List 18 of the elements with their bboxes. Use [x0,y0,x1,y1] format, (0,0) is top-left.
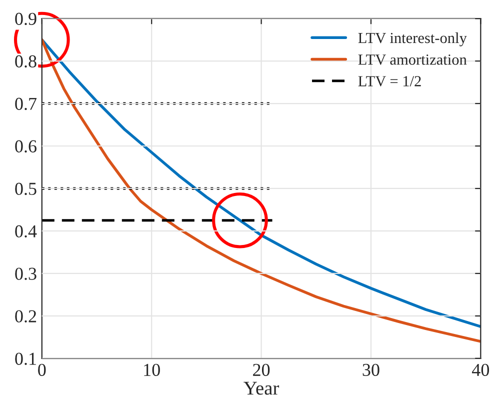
y-tick-label: 0.1 [15,352,36,365]
legend-label: LTV amortization [358,54,467,65]
y-tick-label: 0.8 [15,55,36,68]
x-tick-label: 30 [362,364,380,376]
legend-label: LTV interest-only [358,32,467,46]
y-tick-label: 0.7 [15,98,37,110]
legend-label: LTV = 1/2 [358,76,421,86]
x-tick-label: 10 [144,364,160,376]
y-tick-label: 0.5 [15,182,36,196]
y-tick-label: 0.9 [15,12,36,26]
x-axis-title: Year [244,382,280,395]
y-tick-label: 0.4 [15,225,37,238]
x-tick-label: 20 [253,364,270,376]
y-tick-label: 0.6 [15,140,37,153]
x-tick-label: 0 [38,364,46,376]
y-tick-label: 0.2 [15,310,36,322]
x-tick-label: 40 [472,364,490,376]
y-tick-label: 0.3 [15,268,36,280]
